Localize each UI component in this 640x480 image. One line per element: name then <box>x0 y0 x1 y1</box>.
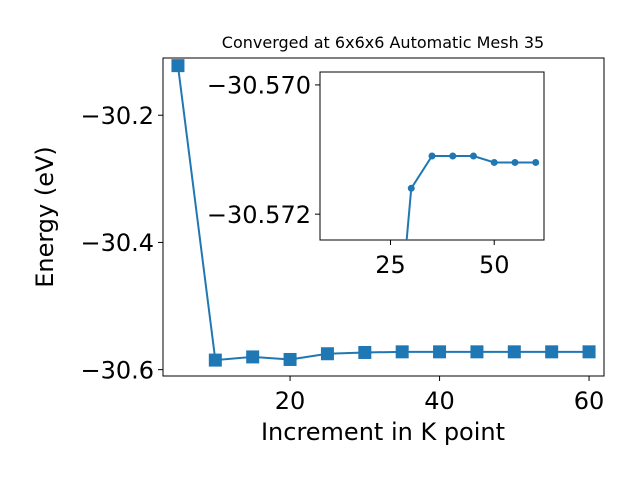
main-y-tick-label: −30.6 <box>80 356 154 384</box>
main-data-point <box>171 59 185 73</box>
inset-y-tick-label: −30.570 <box>207 72 311 100</box>
inset-data-point <box>449 152 457 160</box>
x-axis-label: Increment in K point <box>261 418 505 446</box>
chart-title: Converged at 6x6x6 Automatic Mesh 35 <box>222 33 544 52</box>
main-data-point <box>246 350 260 364</box>
main-data-point <box>507 345 521 359</box>
main-x-tick-label: 40 <box>424 387 455 415</box>
main-data-point <box>283 352 297 366</box>
inset-data-point <box>532 158 540 166</box>
inset-axis-ticks: 25 50 −30.572 −30.570 <box>207 72 510 279</box>
y-axis-label: Energy (eV) <box>31 146 59 288</box>
inset-series-group <box>405 152 540 240</box>
main-data-point <box>470 345 484 359</box>
main-x-tick-label: 20 <box>275 387 306 415</box>
inset-x-tick-label: 50 <box>479 251 510 279</box>
inset-data-point <box>469 152 477 160</box>
inset-data-point <box>428 152 436 160</box>
main-data-point <box>582 345 596 359</box>
main-axis-ticks: 20 40 60 −30.2 −30.4 −30.6 <box>80 102 604 415</box>
inset-y-tick-label: −30.572 <box>207 201 311 229</box>
main-y-tick-label: −30.2 <box>80 102 154 130</box>
main-data-point <box>320 347 334 361</box>
main-x-tick-label: 60 <box>574 387 605 415</box>
inset-data-point <box>511 158 519 166</box>
inset-x-tick-label: 25 <box>375 251 406 279</box>
main-data-point <box>545 345 559 359</box>
main-data-point <box>358 345 372 359</box>
inset-data-point <box>407 184 415 192</box>
main-data-point <box>208 353 222 367</box>
inset-data-point <box>490 158 498 166</box>
main-y-tick-label: −30.4 <box>80 229 154 257</box>
main-data-point <box>433 345 447 359</box>
main-data-point <box>395 345 409 359</box>
main-series-group <box>171 59 596 367</box>
